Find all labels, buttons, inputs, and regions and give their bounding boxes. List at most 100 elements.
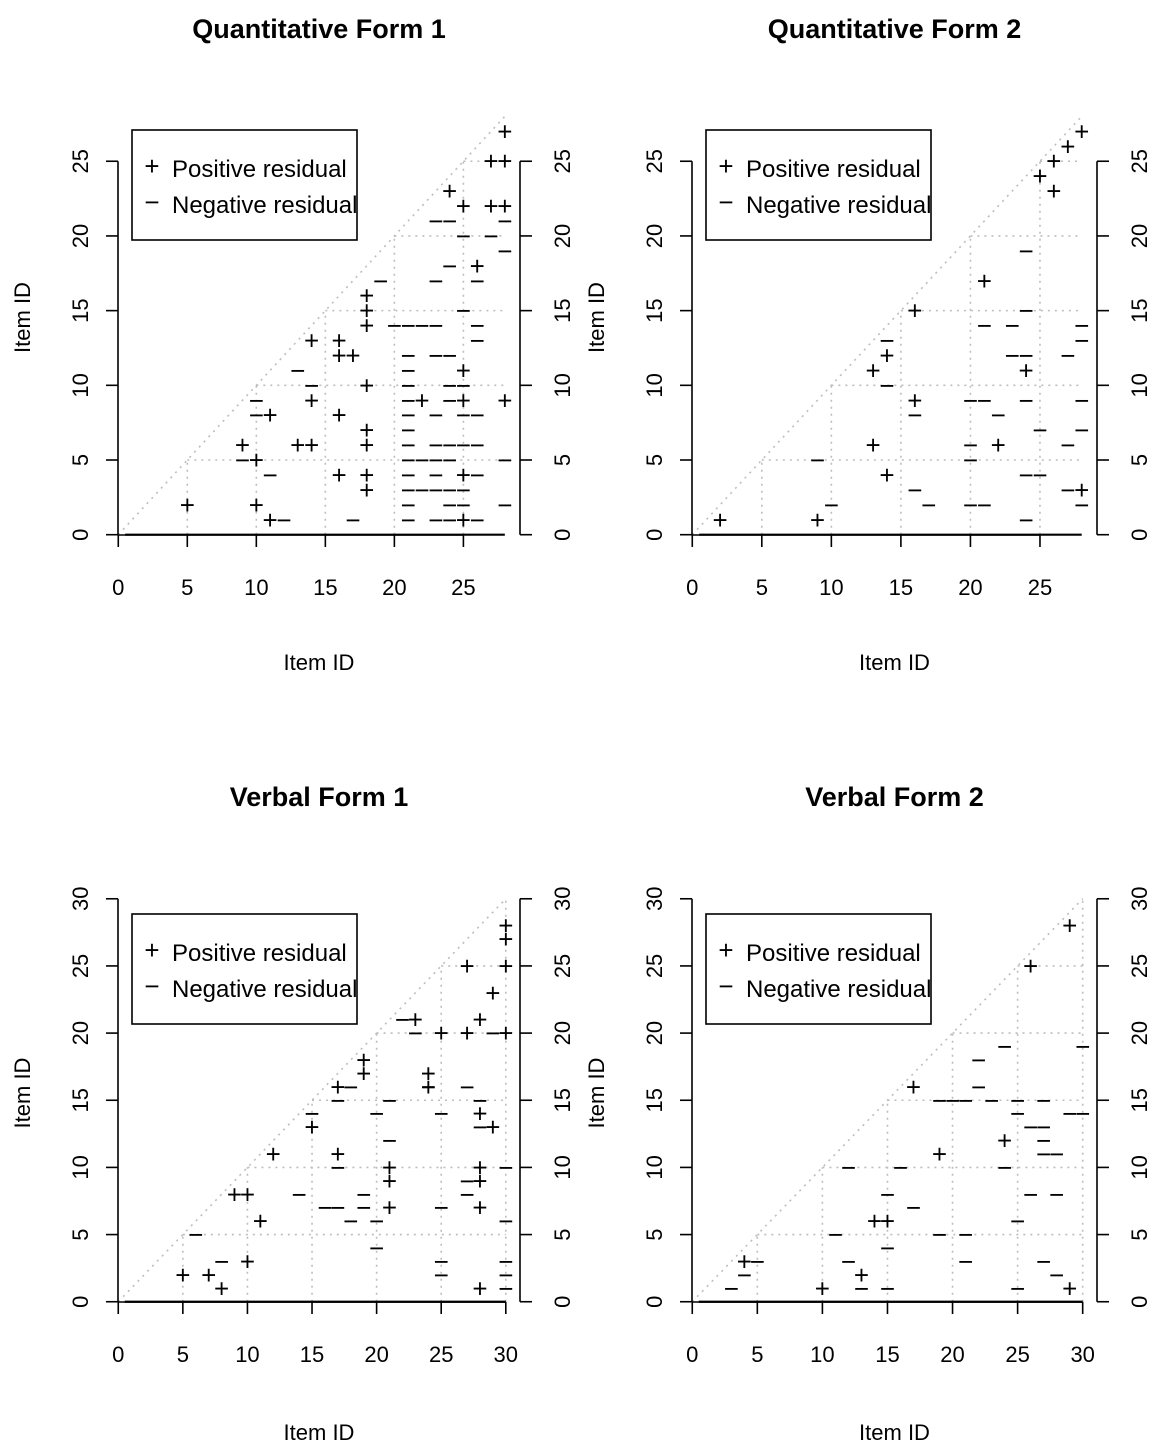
point-negative: − [498, 1273, 513, 1303]
point-negative: − [442, 475, 457, 505]
point-negative: − [470, 266, 485, 296]
point-positive: + [356, 1058, 371, 1088]
point-negative: − [1018, 236, 1033, 266]
point-positive: + [359, 475, 374, 505]
point-negative: − [1074, 311, 1089, 341]
x-axis-label: Item ID [859, 650, 930, 675]
point-negative: − [470, 505, 485, 535]
y-tick-label-left: 15 [68, 298, 93, 322]
point-negative: − [977, 385, 992, 415]
point-positive: + [907, 385, 922, 415]
y-tick-label-left: 10 [642, 1155, 667, 1179]
point-negative: − [249, 385, 264, 415]
point-negative: − [434, 1260, 449, 1290]
point-positive: + [359, 460, 374, 490]
grid-lines [117, 898, 507, 1303]
point-negative: − [498, 1260, 513, 1290]
y-axis-label: Item ID [584, 282, 609, 353]
point-positive: + [240, 1179, 255, 1209]
legend-positive-label: Positive residual [172, 156, 347, 183]
point-positive: + [304, 385, 319, 415]
point-negative: − [330, 1085, 345, 1115]
y-tick-label-right: 10 [1127, 373, 1152, 397]
point-negative: − [1074, 415, 1089, 445]
y-tick-label-right: 25 [550, 954, 575, 978]
point-negative: − [456, 296, 471, 326]
grid-lines [691, 898, 1084, 1303]
point-negative: − [401, 475, 416, 505]
y-tick-label-left: 15 [642, 1088, 667, 1112]
point-negative: − [470, 430, 485, 460]
point-positive: + [304, 430, 319, 460]
point-negative: − [879, 326, 894, 356]
point-negative: − [470, 460, 485, 490]
point-negative: − [880, 1233, 895, 1263]
y-axis-label: Item ID [584, 1058, 609, 1129]
y-tick-label-left: 25 [68, 149, 93, 173]
point-negative: − [921, 490, 936, 520]
point-negative: − [1018, 385, 1033, 415]
legend-negative-label: Negative residual [172, 976, 357, 1003]
chart-panel-2: Quantitative Form 2 0 5 10 15 20 25 0 0 5 5 10 10 15 1… [584, 14, 1152, 675]
x-tick-label: 5 [756, 575, 768, 600]
point-negative: − [442, 370, 457, 400]
y-tick-label-left: 20 [68, 1021, 93, 1045]
x-tick-label: 20 [364, 1342, 388, 1367]
point-negative: − [356, 1193, 371, 1223]
point-positive: + [497, 146, 512, 176]
point-negative: − [963, 430, 978, 460]
axes [106, 897, 532, 1314]
legend: + −Positive residual Negative residual [131, 913, 358, 1025]
point-negative: − [428, 475, 443, 505]
y-tick-label-left: 15 [68, 1088, 93, 1112]
point-positive: + [266, 1139, 281, 1169]
point-negative: − [428, 266, 443, 296]
point-positive: + [483, 146, 498, 176]
point-negative: − [401, 505, 416, 535]
point-negative: − [428, 445, 443, 475]
point-negative: − [498, 1152, 513, 1182]
point-positive: + [456, 191, 471, 221]
point-negative: − [428, 505, 443, 535]
point-positive: + [175, 1260, 190, 1290]
x-tick-label: 10 [810, 1342, 834, 1367]
point-negative: − [1049, 1260, 1064, 1290]
point-positive: + [382, 1166, 397, 1196]
point-positive: + [332, 400, 347, 430]
point-negative: − [459, 1166, 474, 1196]
point-positive: + [815, 1273, 830, 1303]
point-positive: + [356, 1045, 371, 1075]
point-negative: − [932, 1220, 947, 1250]
point-positive: + [991, 430, 1006, 460]
y-tick-label-right: 5 [550, 1228, 575, 1240]
point-negative: − [421, 1072, 436, 1102]
point-positive: + [472, 1193, 487, 1223]
point-positive: + [997, 1126, 1012, 1156]
point-positive: + [408, 1005, 423, 1035]
point-positive: + [865, 430, 880, 460]
point-positive: + [1062, 1273, 1077, 1303]
point-negative: − [977, 490, 992, 520]
y-tick-label-right: 5 [1127, 454, 1152, 466]
point-negative: − [750, 1246, 765, 1276]
point-negative: − [442, 340, 457, 370]
legend: + −Positive residual Negative residual [705, 913, 932, 1025]
point-negative: − [401, 490, 416, 520]
point-positive: + [240, 1246, 255, 1276]
x-tick-label: 0 [112, 575, 124, 600]
point-negative: − [382, 1126, 397, 1156]
point-negative: − [373, 266, 388, 296]
x-tick-label: 10 [244, 575, 268, 600]
y-tick-label-right: 0 [1127, 1296, 1152, 1308]
point-positive: + [235, 430, 250, 460]
point-negative: − [1010, 1085, 1025, 1115]
point-negative: − [907, 475, 922, 505]
point-negative: − [188, 1220, 203, 1250]
point-negative: − [317, 1193, 332, 1223]
point-positive: + [456, 355, 471, 385]
point-positive: + [472, 1152, 487, 1182]
point-negative: − [1005, 340, 1020, 370]
point-negative: − [442, 430, 457, 460]
legend: + −Positive residual Negative residual [705, 129, 932, 241]
